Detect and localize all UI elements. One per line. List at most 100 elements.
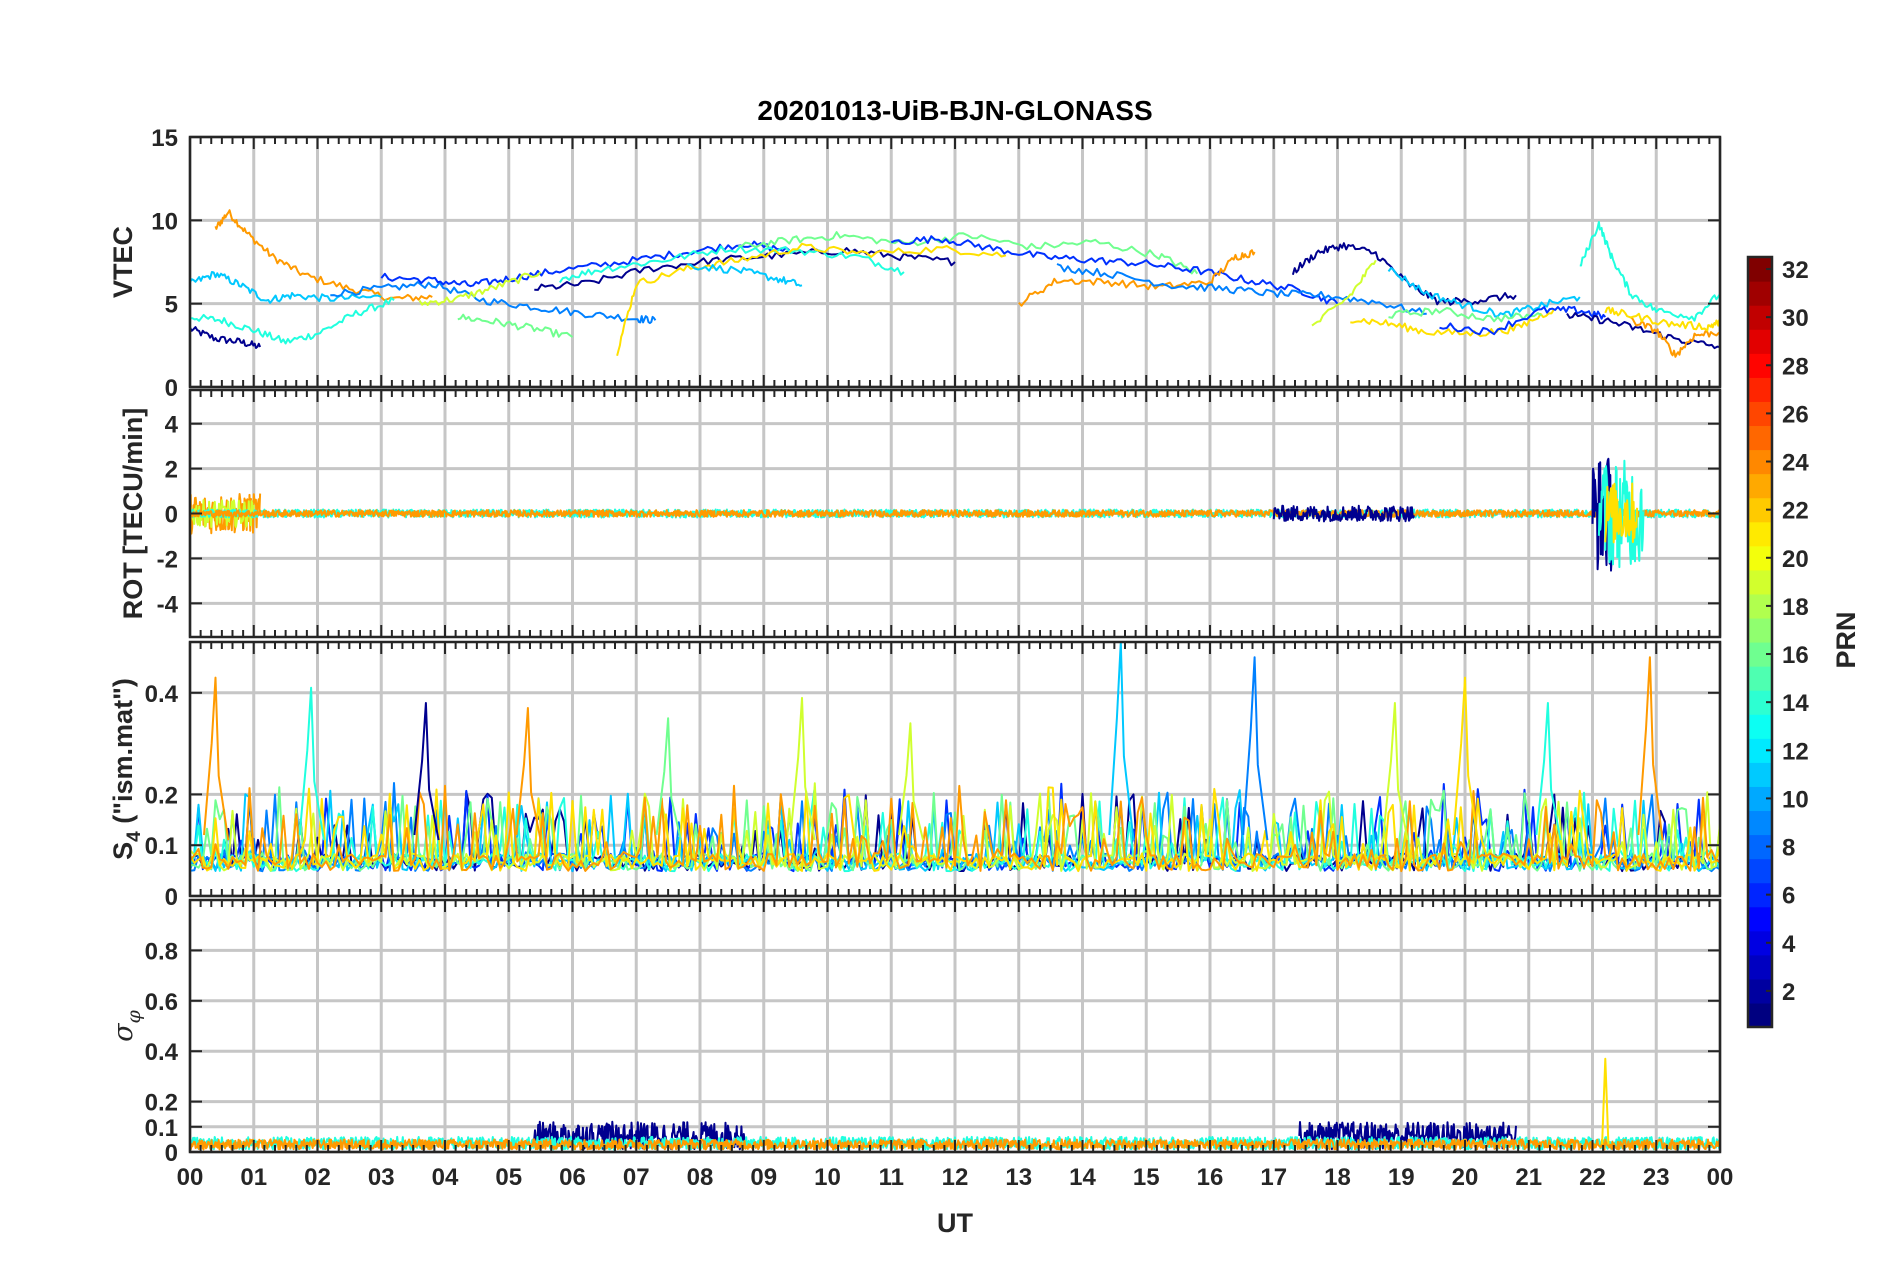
y-tick-label: 0.2 xyxy=(145,782,178,809)
vtec-trace xyxy=(1388,307,1543,323)
y-tick-label: 5 xyxy=(165,292,178,319)
colorbar-segment xyxy=(1748,569,1772,595)
vtec-trace xyxy=(1566,312,1720,350)
colorbar-tick-label: 14 xyxy=(1782,690,1809,717)
x-tick-label: 04 xyxy=(432,1164,459,1191)
y-axis-label: σφ xyxy=(108,1009,145,1041)
x-axis-label: UT xyxy=(937,1208,973,1238)
vtec-trace xyxy=(890,235,1339,305)
y-tick-label: 0 xyxy=(165,375,178,402)
axes-frame xyxy=(188,135,1722,389)
colorbar-tick-label: 8 xyxy=(1782,835,1795,862)
colorbar-tick-label: 10 xyxy=(1782,786,1809,813)
colorbar-tick-label: 6 xyxy=(1782,883,1795,910)
vtec-trace xyxy=(1439,305,1607,336)
s4-spike xyxy=(1382,702,1409,841)
axes-frame xyxy=(188,640,1722,898)
vtec-trace xyxy=(558,245,905,283)
vtec-trace xyxy=(738,231,1199,275)
vtec-trace xyxy=(1056,263,1427,315)
x-tick-label: 10 xyxy=(814,1164,841,1191)
y-axis-label-rest: ("ism.mat") xyxy=(108,678,138,831)
x-tick-label: 14 xyxy=(1069,1164,1096,1191)
x-tick-label: 09 xyxy=(750,1164,777,1191)
vtec-trace xyxy=(380,240,790,288)
colorbar-segment xyxy=(1748,377,1772,402)
data-layer xyxy=(190,642,1720,873)
x-tick-label: 22 xyxy=(1579,1164,1606,1191)
colorbar-segment xyxy=(1748,954,1772,980)
s4-spike xyxy=(897,722,925,841)
s4-spike xyxy=(515,707,542,841)
colorbar-segment xyxy=(1748,666,1772,691)
colorbar-segment xyxy=(1748,858,1772,884)
y-tick-label: 2 xyxy=(165,457,178,484)
x-tick-label: 05 xyxy=(495,1164,522,1191)
colorbar-tick-label: 24 xyxy=(1782,450,1809,477)
vtec-trace xyxy=(687,263,803,287)
colorbar-segment xyxy=(1748,762,1772,787)
y-tick-label: 0.4 xyxy=(145,681,179,708)
y-tick-label: 0 xyxy=(165,1140,178,1167)
y-axis-label: ROT [TECU/min] xyxy=(118,408,148,619)
x-tick-label: 08 xyxy=(687,1164,714,1191)
colorbar-segment xyxy=(1748,714,1772,739)
s4-spike xyxy=(298,686,325,841)
y-axis-label: S4 ("ism.mat") xyxy=(108,678,145,860)
s4-spike xyxy=(655,717,682,841)
vtec-trace xyxy=(190,326,262,349)
colorbar-tick-label: 32 xyxy=(1782,257,1809,284)
x-tick-label: 11 xyxy=(879,1164,904,1191)
x-tick-label: 16 xyxy=(1197,1164,1224,1191)
colorbar-tick-label: 20 xyxy=(1782,546,1809,573)
vtec-trace xyxy=(1350,308,1556,338)
rot-trace xyxy=(190,509,1720,518)
vtec-trace xyxy=(1579,221,1720,322)
vtec-trace xyxy=(330,281,657,325)
s4-spike xyxy=(1452,676,1479,841)
panel-vtec: 0 5 10 15 VTEC xyxy=(108,125,1722,402)
axes-frame xyxy=(188,388,1722,639)
vtec-trace xyxy=(1604,306,1720,332)
colorbar-tick-label: 2 xyxy=(1782,979,1795,1006)
x-tick-label: 21 xyxy=(1515,1164,1542,1191)
y-tick-label: 0.2 xyxy=(145,1090,178,1117)
x-tick-label: 18 xyxy=(1324,1164,1351,1191)
y-tick-label: 0.1 xyxy=(145,833,178,860)
s4-spike xyxy=(203,676,230,841)
axes-frame xyxy=(188,898,1722,1154)
chart-title: 20201013-UiB-BJN-GLONASS xyxy=(757,95,1152,126)
x-tick-label: 20 xyxy=(1452,1164,1479,1191)
vtec-trace xyxy=(1311,259,1377,327)
s4-spike xyxy=(413,702,440,841)
panel-sigma-phi: 00.10.2 0.4 0.6 0.8 σφ xyxy=(108,898,1722,1167)
vtec-trace xyxy=(457,313,574,338)
x-tick-label: 00 xyxy=(177,1164,204,1191)
panel-rot: -4 -2 0 2 4 ROT [TECU/min] xyxy=(118,388,1722,639)
y-tick-label: 0.4 xyxy=(145,1039,179,1066)
vtec-trace xyxy=(616,242,1007,356)
x-tick-label: 17 xyxy=(1260,1164,1287,1191)
x-tick-label: 03 xyxy=(368,1164,395,1191)
data-layer xyxy=(190,457,1720,572)
vtec-trace xyxy=(418,271,542,306)
vtec-trace xyxy=(1630,316,1720,358)
colorbar-segment xyxy=(1748,617,1772,643)
s4-spike xyxy=(1108,642,1135,841)
rot-trace xyxy=(1272,504,1415,523)
colorbar-tick-label: 26 xyxy=(1782,401,1809,428)
colorbar-tick-label: 22 xyxy=(1782,498,1809,525)
y-tick-label: 0.1 xyxy=(145,1115,178,1142)
vtec-trace xyxy=(190,271,382,304)
rot-trace xyxy=(190,493,262,535)
y-tick-label: 15 xyxy=(151,125,178,152)
x-tick-label: 13 xyxy=(1005,1164,1032,1191)
x-tick-label: 00 xyxy=(1707,1164,1734,1191)
colorbar-label: PRN xyxy=(1831,611,1861,668)
s4-spike xyxy=(1535,702,1562,841)
x-tick-label: 06 xyxy=(559,1164,586,1191)
y-axis-label: VTEC xyxy=(108,226,138,298)
y-axis-label-main: S xyxy=(108,842,138,860)
colorbar-segment xyxy=(1748,906,1772,932)
